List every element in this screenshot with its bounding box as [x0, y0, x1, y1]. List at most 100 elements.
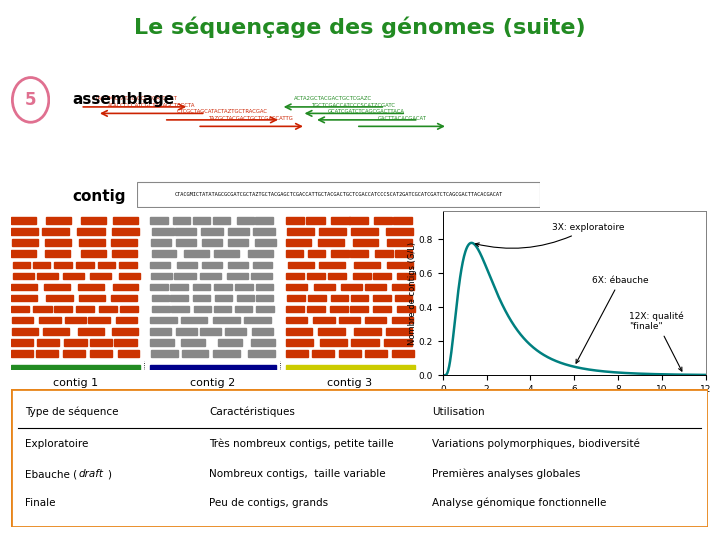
Bar	[228, 261, 248, 268]
Bar	[253, 228, 274, 235]
Bar	[175, 228, 197, 235]
Text: Ebauche (: Ebauche (	[24, 469, 77, 479]
Bar	[215, 295, 233, 301]
Bar	[111, 239, 137, 246]
Bar	[182, 350, 208, 356]
Bar	[90, 273, 112, 279]
Bar	[151, 239, 171, 246]
Text: Exploratoire: Exploratoire	[24, 439, 88, 449]
Bar	[393, 217, 412, 224]
Bar	[89, 339, 112, 346]
Bar	[392, 284, 413, 290]
FancyBboxPatch shape	[11, 389, 708, 526]
Bar	[112, 284, 138, 290]
Bar	[150, 317, 177, 323]
Bar	[32, 261, 50, 268]
Bar	[307, 273, 325, 279]
Bar	[150, 284, 168, 290]
Text: CTACGMICTATATAGCGCGATCGCTAZTGCTACGAGCTCGACCATTGCTACGACTGCTCGACCATCCCSCAT2GATCGCA: CTACGMICTATATAGCGCGATCGCTAZTGCTACGAGCTCG…	[174, 192, 503, 197]
Text: Peu de contigs, grands: Peu de contigs, grands	[210, 498, 328, 508]
Bar	[320, 339, 347, 346]
Text: TAZGCTACGACTGCTCGACCATTG: TAZGCTACGACTGCTCGACCATTG	[210, 116, 294, 120]
Bar	[374, 217, 392, 224]
Text: Caractéristiques: Caractéristiques	[210, 407, 295, 417]
Text: Le séquençage des génomes (suite): Le séquençage des génomes (suite)	[134, 16, 586, 38]
Bar	[319, 228, 346, 235]
Bar	[373, 306, 390, 312]
Bar	[351, 339, 379, 346]
Bar	[171, 306, 189, 312]
Bar	[287, 295, 305, 301]
Bar	[319, 261, 345, 268]
Text: contig 2: contig 2	[190, 377, 235, 388]
Bar	[65, 317, 86, 323]
Bar	[351, 228, 378, 235]
Bar	[318, 328, 344, 334]
Bar	[384, 339, 412, 346]
Text: GACTTACACGACAT: GACTTACACGACAT	[377, 116, 426, 120]
Bar	[152, 228, 174, 235]
Text: Très nombreux contigs, petite taille: Très nombreux contigs, petite taille	[210, 438, 394, 449]
Bar	[152, 306, 170, 312]
Bar	[392, 350, 414, 356]
Bar	[54, 261, 72, 268]
Bar	[171, 295, 187, 301]
Bar	[150, 328, 171, 334]
Bar	[37, 339, 59, 346]
Bar	[89, 317, 110, 323]
Bar	[77, 228, 104, 235]
Bar	[392, 317, 413, 323]
Text: 3X: exploratoire: 3X: exploratoire	[475, 223, 625, 248]
Bar	[387, 239, 413, 246]
Bar	[256, 306, 274, 312]
Bar	[181, 317, 207, 323]
Text: ACTA2GCTACGACTGCTCGAZC: ACTA2GCTACGACTGCTCGAZC	[294, 96, 372, 102]
Bar	[331, 251, 348, 257]
Bar	[78, 284, 104, 290]
Bar	[331, 295, 348, 301]
Bar	[45, 284, 71, 290]
Bar	[200, 273, 222, 279]
Bar	[76, 261, 94, 268]
Bar	[339, 350, 361, 356]
Bar	[395, 295, 413, 301]
Bar	[286, 365, 415, 370]
Bar	[46, 295, 73, 301]
Bar	[12, 306, 30, 312]
Bar	[354, 261, 379, 268]
Text: contig 1: contig 1	[53, 377, 98, 388]
Bar	[235, 284, 253, 290]
Bar	[81, 251, 106, 257]
Bar	[318, 239, 344, 246]
Text: Finale: Finale	[24, 498, 55, 508]
Bar	[194, 306, 211, 312]
Text: Analyse génomique fonctionnelle: Analyse génomique fonctionnelle	[433, 498, 607, 508]
Bar	[119, 273, 140, 279]
Bar	[202, 239, 222, 246]
Bar	[151, 350, 178, 356]
Y-axis label: Nombre de contigs (G/L): Nombre de contigs (G/L)	[408, 241, 418, 345]
Text: Nombreux contigs,  taille variable: Nombreux contigs, taille variable	[210, 469, 386, 479]
Bar	[351, 295, 368, 301]
Bar	[353, 239, 379, 246]
Bar	[114, 339, 137, 346]
Bar	[12, 317, 33, 323]
Bar	[120, 306, 138, 312]
Bar	[251, 273, 272, 279]
Text: contig 3: contig 3	[327, 377, 372, 388]
Bar	[99, 306, 117, 312]
Bar	[235, 306, 252, 312]
Bar	[117, 350, 139, 356]
Text: Type de séquence: Type de séquence	[24, 407, 118, 417]
Bar	[193, 284, 210, 290]
Bar	[214, 251, 238, 257]
Bar	[151, 273, 172, 279]
Bar	[53, 306, 72, 312]
Bar	[81, 217, 106, 224]
Bar	[11, 365, 140, 370]
Bar	[387, 328, 413, 334]
Bar	[228, 228, 249, 235]
Bar	[397, 306, 415, 312]
Bar	[152, 295, 169, 301]
Text: contig: contig	[72, 189, 125, 204]
